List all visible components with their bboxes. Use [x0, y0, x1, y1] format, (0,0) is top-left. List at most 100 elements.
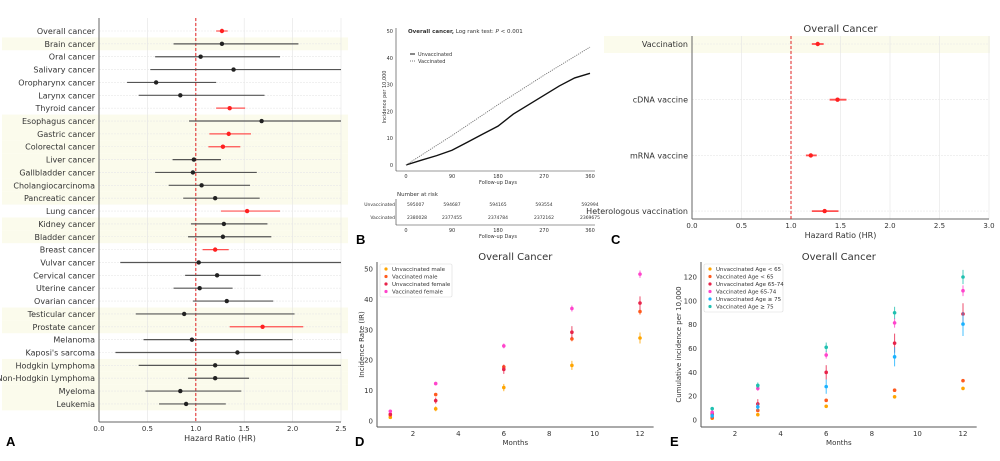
y-axis-label: Incidence Rate (IR) [358, 311, 366, 378]
row-label: Colorectal cancer [25, 143, 96, 152]
x-axis-label: Months [826, 439, 852, 447]
risk-count: 2372162 [534, 215, 554, 221]
y-tick-label: 120 [684, 274, 697, 282]
x-tick-label: 3.0 [983, 222, 994, 230]
x-tick-label: 10 [913, 430, 922, 438]
data-point [961, 322, 965, 326]
y-tick-label: 30 [364, 326, 373, 334]
hazard-ratio-point [815, 41, 820, 47]
hazard-ratio-point [219, 41, 225, 47]
x-axis-label: Hazard Ratio (HR) [184, 434, 256, 443]
data-point [892, 394, 897, 399]
row-label: Cholangiocarcinoma [13, 181, 95, 190]
row-label: Brain cancer [45, 40, 96, 49]
data-point [570, 330, 574, 335]
row-label: Prostate cancer [33, 323, 96, 332]
x-tick-label: 2.5 [934, 222, 945, 230]
hazard-ratio-point [178, 93, 183, 98]
hazard-ratio-point [235, 350, 240, 355]
risk-count: 595007 [407, 202, 424, 208]
row-label: Vaccination [642, 40, 688, 49]
y-tick-label: 20 [688, 393, 697, 401]
x-tick-label: 0.0 [686, 222, 697, 230]
data-point [502, 385, 506, 390]
panel-d-scatter: 2 4 6 8 10 12 0 10 20 30 40 50 Months Incidence Rate … [358, 252, 654, 447]
data-point [961, 275, 965, 279]
risk-table-title: Number at risk [397, 192, 439, 198]
risk-x-tick-label: 180 [493, 228, 503, 234]
hazard-ratio-point [199, 183, 204, 188]
x-axis-label: Follow-up Days [479, 180, 517, 186]
hazard-ratio-point [191, 157, 197, 162]
hazard-ratio-point [190, 170, 196, 175]
row-label: Kaposi's sarcoma [26, 349, 96, 358]
data-point [388, 412, 393, 417]
row-label: Gastric cancer [37, 130, 96, 139]
hazard-ratio-point [224, 298, 229, 304]
hazard-ratio-point [212, 247, 218, 252]
data-point [570, 363, 574, 368]
data-point [824, 384, 828, 389]
data-point [824, 404, 828, 409]
x-tick-label: 0.0 [93, 425, 104, 433]
data-point [756, 383, 760, 388]
legend-marker [384, 274, 388, 279]
row-label: Esophagus cancer [22, 117, 96, 126]
row-label: Pancreatic cancer [24, 194, 96, 203]
data-point [961, 378, 965, 383]
hazard-ratio-point [212, 363, 218, 368]
row-label: Gallbladder cancer [19, 168, 95, 177]
data-point [961, 288, 965, 293]
x-tick-label: 0.5 [736, 222, 747, 230]
row-label: Non-Hodgkin Lymphoma [0, 374, 95, 383]
y-tick-label: 60 [688, 345, 697, 353]
legend-label: Unvaccinated male [392, 267, 446, 273]
x-tick-label: 2 [411, 430, 415, 438]
y-tick-label: 10 [364, 387, 373, 395]
legend-marker [384, 267, 388, 271]
legend-label: Vaccinated male [392, 275, 438, 281]
risk-row-label: Unvaccinated [364, 202, 395, 208]
row-label: Overall cancer [37, 27, 96, 36]
chart-title: Overall cancer, Log rank test: P < 0.001 [408, 29, 523, 35]
data-point [502, 367, 506, 372]
x-tick-label: 2.0 [884, 222, 895, 230]
legend-label: Vaccinated Age < 65 [716, 275, 774, 281]
data-point [824, 353, 828, 357]
x-tick-label: 4 [456, 430, 461, 438]
x-tick-label: 0.5 [142, 425, 153, 433]
y-tick-label: 50 [364, 266, 373, 274]
legend-marker [384, 289, 388, 294]
risk-x-tick-label: 90 [449, 228, 455, 234]
y-tick-label: 40 [364, 296, 373, 304]
hazard-ratio-point [189, 337, 195, 342]
risk-x-axis-label: Follow-up Days [479, 234, 517, 240]
x-tick-label: 12 [959, 430, 968, 438]
risk-count: 593554 [535, 202, 552, 208]
legend-box [379, 263, 453, 298]
chart-title: Overall Cancer [802, 252, 877, 263]
risk-row-label: Vaccinated [370, 215, 395, 221]
data-point [710, 410, 714, 415]
row-label: Larynx cancer [38, 91, 95, 100]
y-tick-label: 0 [390, 163, 393, 169]
y-tick-label: 20 [364, 357, 373, 365]
data-point [710, 414, 714, 418]
legend-label: Vaccinated Age 65-74 [716, 290, 777, 296]
y-tick-label: 30 [387, 83, 393, 89]
risk-count: 592994 [581, 202, 598, 208]
row-label: Heterologous vaccination [586, 207, 688, 216]
data-point [710, 406, 714, 411]
row-label: Bladder cancer [34, 233, 95, 242]
panel-label-c: C [611, 232, 621, 247]
chart-title: Overall Cancer [803, 24, 878, 35]
legend-marker [708, 297, 712, 301]
hazard-ratio-point [835, 97, 840, 102]
data-point [638, 272, 642, 276]
row-label: Salivary cancer [33, 66, 95, 75]
hazard-ratio-point [220, 234, 226, 239]
row-label: Hodgkin Lymphoma [15, 361, 95, 370]
data-point [824, 345, 828, 350]
data-point [433, 407, 438, 411]
